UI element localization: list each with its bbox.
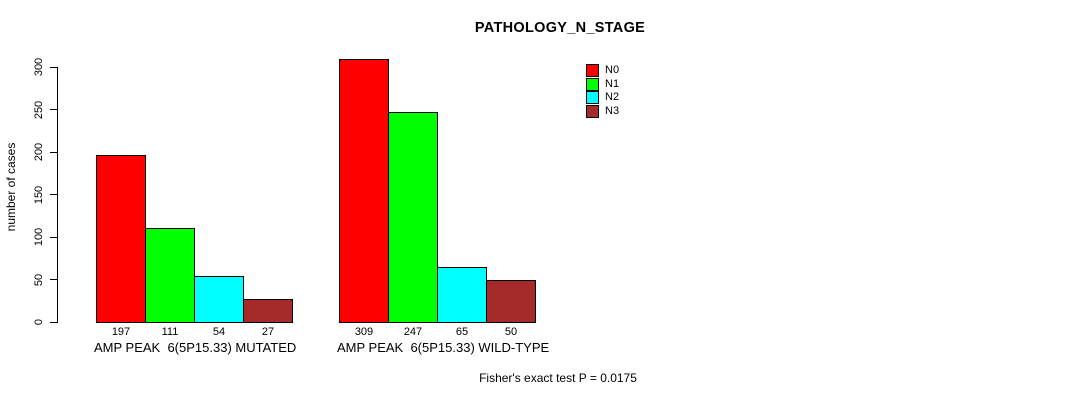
bar-value-n1-wild-type: 247 [403,326,423,338]
bar-value-n0-mutated: 197 [111,326,131,338]
y-tick-250 [50,109,57,110]
y-tick-300 [50,66,57,68]
x-category-label-wild-type: AMP PEAK 6(5P15.33) WILD-TYPE [337,340,550,355]
legend-label-n3: N3 [605,104,620,117]
legend-item-n3: N3 [586,104,620,119]
x-category-label-mutated: AMP PEAK 6(5P15.33) MUTATED [94,340,297,355]
y-tick-label-250: 250 [33,100,45,119]
legend-item-n1: N1 [586,77,620,92]
bar-value-n3-wild-type: 50 [504,326,518,338]
y-tick-label-150: 150 [33,185,45,204]
y-tick-label-0: 0 [33,318,45,326]
bar-value-n3-mutated: 27 [261,326,275,338]
y-axis-line [57,67,58,323]
legend-label-n2: N2 [605,91,620,104]
bar-value-n2-mutated: 54 [212,326,226,338]
y-tick-200 [50,151,57,153]
legend-swatch-n3 [586,104,599,118]
bar-value-n0-wild-type: 309 [354,326,374,338]
bar-n2-mutated [194,276,244,323]
legend-item-n0: N0 [586,64,619,78]
chart-title: PATHOLOGY_N_STAGE [474,20,646,36]
bar-n0-wild-type [339,59,389,323]
bar-n1-mutated [145,227,195,323]
stat-annotation: Fisher's exact test P = 0.0175 [479,371,637,385]
y-tick-label-300: 300 [33,57,45,77]
y-tick-50 [50,279,57,280]
legend-item-n2: N2 [586,91,619,105]
bar-value-n2-wild-type: 65 [455,326,469,338]
legend-label-n0: N0 [605,64,620,77]
bar-value-n1-mutated: 111 [161,326,179,338]
legend-swatch-n2 [586,91,599,105]
y-tick-label-200: 200 [33,142,45,162]
y-tick-150 [50,194,57,195]
y-tick-100 [50,236,57,238]
bar-n3-wild-type [486,279,536,323]
legend-label-n1: N1 [605,77,620,90]
y-tick-label-100: 100 [33,227,45,247]
bar-n1-wild-type [388,112,438,323]
legend-swatch-n0 [586,64,599,78]
legend-swatch-n1 [586,77,599,91]
bar-n2-wild-type [437,266,487,323]
y-tick-label-50: 50 [33,273,45,286]
bar-n3-mutated [243,299,293,323]
y-tick-0 [50,321,57,323]
bar-n0-mutated [96,154,146,323]
legend: N0 N1 N2 N3 [586,64,619,118]
